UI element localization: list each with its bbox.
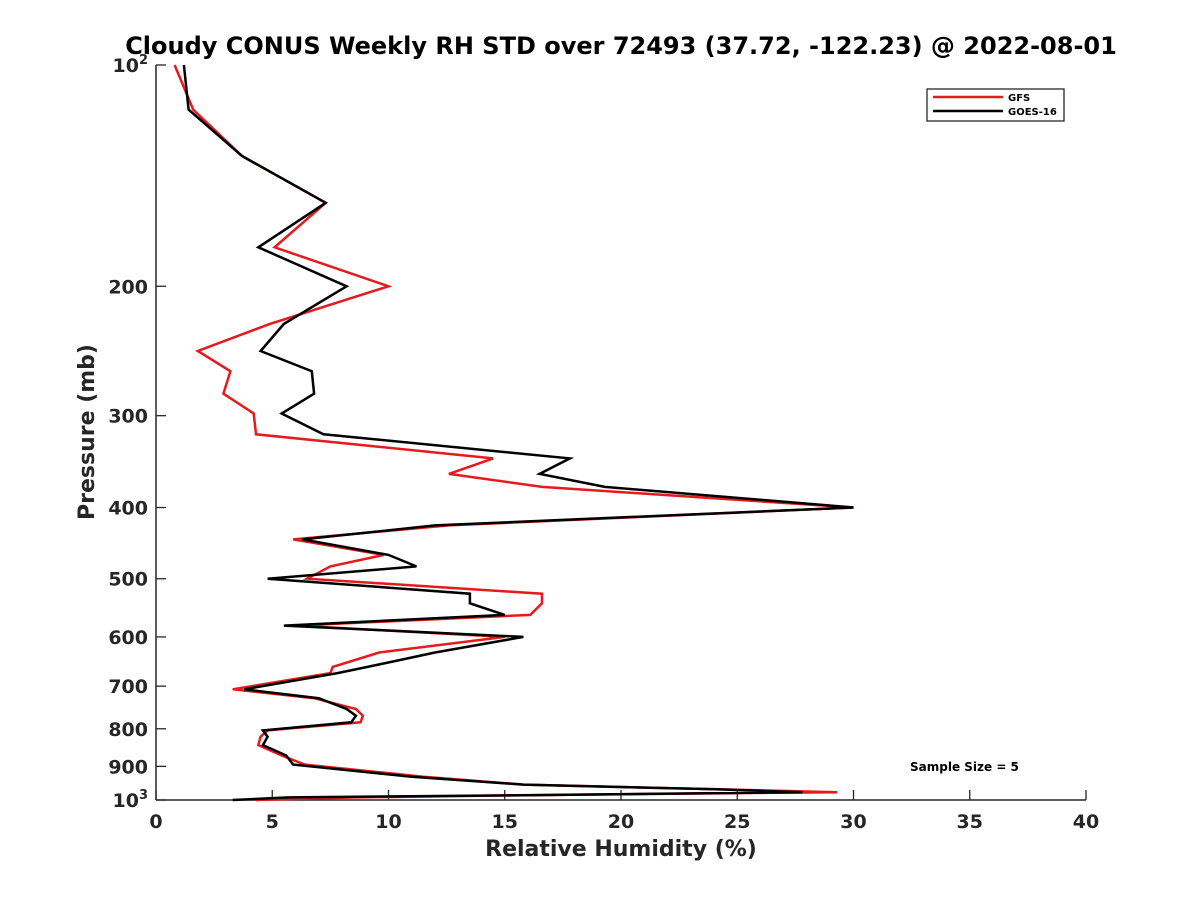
x-axis-ticks: 0 5 10 15 20 25 30 35 40 <box>149 790 1099 833</box>
x-tick-label: 35 <box>957 811 983 833</box>
axes-frame <box>155 65 1086 801</box>
sample-size-annotation: Sample Size = 5 <box>910 760 1019 774</box>
x-tick-label: 20 <box>608 811 634 833</box>
x-tick-label: 30 <box>840 811 866 833</box>
y-tick-label: 103 <box>113 788 149 812</box>
series-layer <box>173 64 854 802</box>
y-tick-label: 500 <box>108 569 148 591</box>
legend: GFS GOES-16 <box>926 88 1065 122</box>
y-tick-label: 400 <box>108 498 148 520</box>
legend-box <box>926 88 1065 122</box>
x-tick-label: 0 <box>149 811 162 833</box>
y-tick-label: 700 <box>108 676 148 698</box>
x-tick-label: 10 <box>375 811 401 833</box>
y-tick-label: 600 <box>108 627 148 649</box>
legend-label-gfs: GFS <box>1008 93 1030 104</box>
y-tick-label: 102 <box>113 53 149 77</box>
y-tick-label: 200 <box>108 276 148 298</box>
x-tick-label: 25 <box>724 811 750 833</box>
x-tick-label: 40 <box>1073 811 1099 833</box>
y-tick-label: 900 <box>108 756 148 778</box>
x-tick-label: 15 <box>492 811 518 833</box>
chart-title: Cloudy CONUS Weekly RH STD over 72493 (3… <box>125 32 1117 60</box>
series-line-goes-16 <box>182 64 854 802</box>
y-axis-label: Pressure (mb) <box>75 344 100 520</box>
series-line-gfs <box>173 64 854 802</box>
y-axis-ticks: 102 200 300 400 500 600 700 800 900 103 <box>108 53 166 812</box>
legend-label-goes-16: GOES-16 <box>1008 107 1057 118</box>
x-axis-label: Relative Humidity (%) <box>485 837 757 862</box>
x-tick-label: 5 <box>266 811 279 833</box>
y-tick-label: 300 <box>108 406 148 428</box>
y-tick-label: 800 <box>108 719 148 741</box>
